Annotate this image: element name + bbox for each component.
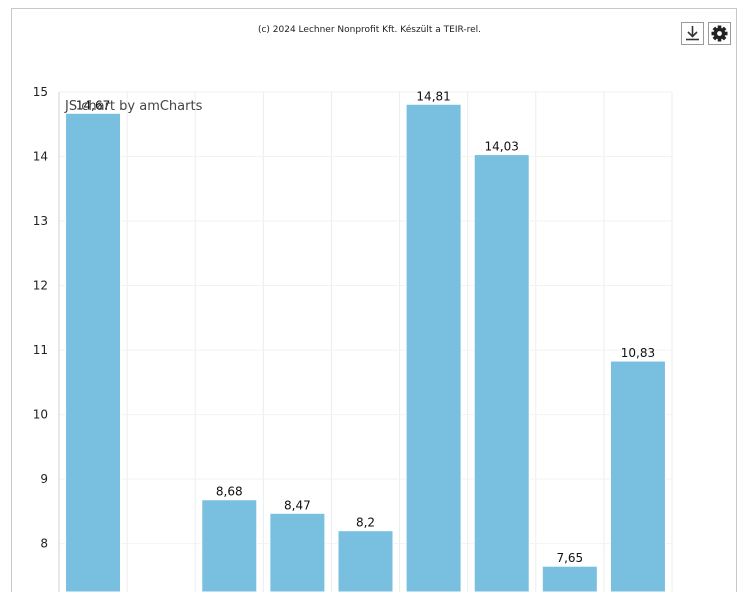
y-tick-label: 8: [40, 537, 48, 551]
bar-value-label: 8,68: [216, 485, 243, 499]
bar[interactable]: [269, 512, 326, 592]
bar-value-label: 14,67: [76, 98, 110, 112]
bar[interactable]: [201, 499, 258, 592]
bar[interactable]: [609, 360, 666, 592]
bar[interactable]: [473, 154, 530, 592]
settings-button[interactable]: [708, 22, 731, 45]
bar-value-label: 14,03: [485, 140, 519, 154]
y-axis-ticks: 8 9 10 11 12 13 14 15: [33, 85, 48, 551]
chart-frame: [11, 8, 737, 592]
y-tick-label: 15: [33, 85, 48, 99]
y-tick-label: 9: [40, 472, 48, 486]
y-tick-label: 11: [33, 343, 48, 357]
bar[interactable]: [337, 530, 394, 592]
y-tick-label: 10: [33, 408, 48, 422]
grid-layer: [58, 91, 673, 592]
value-labels-layer: 14,67 8,68 8,47 8,2 14,81 14,03 7,65 10,83: [76, 89, 655, 565]
bar[interactable]: [541, 565, 598, 592]
bar-value-label: 8,2: [356, 516, 375, 530]
bar-value-label: 8,47: [284, 498, 311, 512]
bar[interactable]: [405, 103, 462, 592]
download-icon: [686, 26, 699, 41]
y-tick-label: 13: [33, 214, 48, 228]
y-tick-label: 14: [33, 150, 48, 164]
bar-value-label: 10,83: [621, 346, 655, 360]
copyright-text: (c) 2024 Lechner Nonprofit Kft. Készült …: [257, 25, 482, 35]
download-button[interactable]: [681, 22, 704, 45]
amcharts-credit[interactable]: JS chart by amCharts: [64, 99, 203, 114]
bars-layer: [65, 103, 666, 592]
bar[interactable]: [65, 112, 122, 592]
bar-value-label: 14,81: [416, 89, 450, 103]
bar-value-label: 7,65: [556, 551, 583, 565]
y-tick-label: 12: [33, 279, 48, 293]
gear-icon: [711, 25, 728, 42]
